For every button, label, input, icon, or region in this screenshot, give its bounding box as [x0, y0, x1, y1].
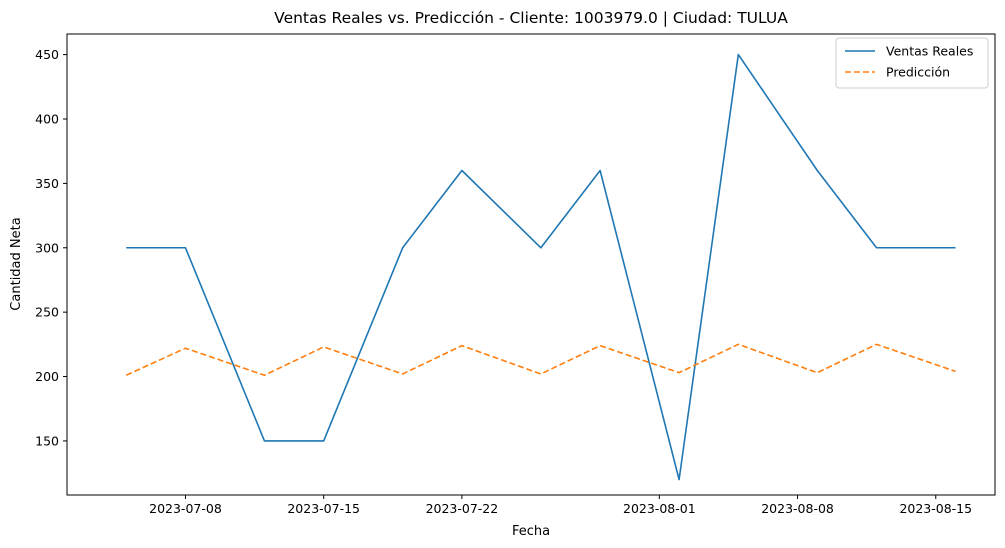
legend-label-prediccion: Predicción: [886, 65, 950, 80]
legend: Ventas Reales Predicción: [835, 37, 989, 89]
plot-area: [67, 34, 995, 495]
x-tick-label: 2023-08-01: [623, 501, 696, 516]
x-tick-label: 2023-08-08: [761, 501, 834, 516]
series-line-0: [126, 53, 956, 481]
y-tick-label: 250: [35, 305, 59, 320]
series-layer: [125, 53, 956, 481]
plot-frame: [66, 33, 996, 496]
y-tick-label: 150: [35, 433, 59, 448]
y-tick-label: 350: [35, 176, 59, 191]
legend-label-ventas-reales: Ventas Reales: [886, 44, 973, 59]
y-tick-label: 200: [35, 369, 59, 384]
chart-title: Ventas Reales vs. Predicción - Cliente: …: [274, 9, 788, 27]
x-tick-label: 2023-07-22: [426, 501, 499, 516]
x-tick-label: 2023-07-15: [287, 501, 360, 516]
y-axis-ticks: 150 200 250 300 350 400 450: [35, 47, 67, 448]
y-tick-label: 400: [35, 111, 59, 126]
axes-layer: [66, 33, 996, 496]
y-tick-label: 300: [35, 240, 59, 255]
x-axis-ticks: 2023-07-08 2023-07-15 2023-07-22 2023-08-01…: [149, 495, 972, 516]
series-line-1: [125, 343, 956, 377]
y-axis-title: Cantidad Neta: [9, 217, 24, 310]
x-tick-label: 2023-07-08: [149, 501, 222, 516]
y-tick-label: 450: [35, 47, 59, 62]
x-tick-label: 2023-08-15: [899, 501, 972, 516]
x-axis-title: Fecha: [512, 524, 550, 539]
